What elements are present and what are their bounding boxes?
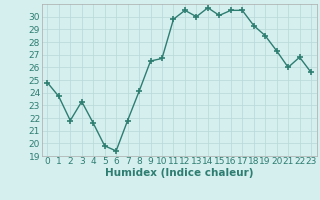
X-axis label: Humidex (Indice chaleur): Humidex (Indice chaleur) [105, 168, 253, 178]
